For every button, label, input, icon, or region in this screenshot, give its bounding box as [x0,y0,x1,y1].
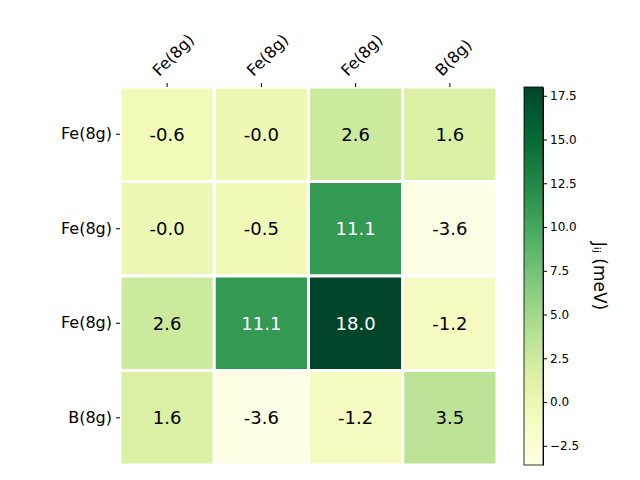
colorbar-tick: 17.5 [543,89,577,103]
cell [309,87,403,182]
colorbar-tick: 12.5 [543,177,577,191]
colorbar-tick: 15.0 [543,133,577,147]
colorbar-tick: 5.0 [543,308,569,322]
cell-label: 18.0 [336,313,376,334]
cell [309,371,403,466]
colorbar-tick-mark [543,96,547,97]
colorbar-tick-label: 2.5 [550,352,569,366]
cell [120,182,214,277]
cell-label: 11.1 [336,218,376,239]
colorbar-tick-mark [543,315,547,316]
y-tick: Fe(8g) [61,313,120,332]
y-tick: B(8g) [68,408,120,427]
cell-label: -3.6 [432,218,467,239]
colorbar-tick: −2.5 [543,439,579,453]
cell [403,276,497,371]
x-tick-label: Fe(8g) [243,30,292,79]
y-tick: Fe(8g) [61,124,120,143]
colorbar [524,87,543,465]
colorbar-tick-mark [543,227,547,228]
cell-labels: -0.6 -0.0 2.6 1.6 -0.0 -0.5 11.1 -3.6 2.6 11.1 18.… [150,124,468,429]
y-tick-mark [116,323,120,324]
cell-label: 1.6 [153,407,182,428]
x-tick: B(8g) [431,35,475,87]
x-tick-label: Fe(8g) [149,30,198,79]
cell-label: 3.5 [436,407,465,428]
x-axis: Fe(8g) Fe(8g) Fe(8g) B(8g) [149,30,476,87]
cell [403,87,497,182]
cell-label: -0.0 [150,218,185,239]
colorbar-tick-label: 12.5 [550,177,577,191]
colorbar-tick-mark [543,140,547,141]
cell-label: -0.6 [150,124,185,145]
cells [120,87,497,465]
cell-label: 1.6 [436,124,465,145]
cell [120,276,214,371]
cell [120,87,214,182]
y-tick-label: Fe(8g) [61,124,112,143]
colorbar-tick-mark [543,402,547,403]
x-tick: Fe(8g) [243,30,292,87]
x-tick-mark [449,83,450,87]
x-tick-mark [261,83,262,87]
y-tick-mark [116,228,120,229]
cell-label: 2.6 [341,124,370,145]
colorbar-tick-label: 15.0 [550,133,577,147]
x-tick-mark [355,83,356,87]
cell [403,182,497,277]
colorbar-tick-label: 10.0 [550,220,577,234]
colorbar-tick: 2.5 [543,352,569,366]
y-tick-label: Fe(8g) [61,313,112,332]
colorbar-axis: −2.5 0.0 2.5 5.0 7.5 10.0 12.5 15.0 17.5 [543,88,579,466]
colorbar-tick-mark [543,358,547,359]
cell-label: -3.6 [244,407,279,428]
y-axis: Fe(8g) Fe(8g) Fe(8g) B(8g) [61,124,120,427]
cell [214,182,308,277]
y-tick-mark [116,417,120,418]
colorbar-tick-mark [543,183,547,184]
cell-label: -1.2 [338,407,373,428]
x-tick: Fe(8g) [337,30,386,87]
colorbar-tick-label: 0.0 [550,395,569,409]
cell-label: -0.0 [244,124,279,145]
cell [214,87,308,182]
y-tick-label: Fe(8g) [61,219,112,238]
colorbar-tick-mark [543,271,547,272]
colorbar-tick-label: 7.5 [550,264,569,278]
cell-label: 2.6 [153,313,182,334]
x-tick-label: B(8g) [431,35,475,79]
cell [309,276,403,371]
x-tick: Fe(8g) [149,30,198,87]
x-tick-label: Fe(8g) [337,30,386,79]
y-tick: Fe(8g) [61,219,120,238]
colorbar-tick-label: −2.5 [550,439,579,453]
cell [403,371,497,466]
cell [214,371,308,466]
colorbar-tick-label: 5.0 [550,308,569,322]
colorbar-label: Jᵢⱼ (meV) [590,241,610,310]
cell [309,182,403,277]
colorbar-tick: 0.0 [543,395,569,409]
colorbar-tick: 7.5 [543,264,569,278]
colorbar-axis-line [543,88,544,466]
cell-label: -1.2 [432,313,467,334]
colorbar-tick-label: 17.5 [550,89,577,103]
cell-label: -0.5 [244,218,279,239]
colorbar-tick-mark [543,446,547,447]
y-tick-mark [116,134,120,135]
cell [214,276,308,371]
y-tick-label: B(8g) [68,408,112,427]
cell [120,371,214,466]
colorbar-tick: 10.0 [543,220,577,234]
x-tick-mark [167,83,168,87]
cell-label: 11.1 [241,313,281,334]
chart: -0.6 -0.0 2.6 1.6 -0.0 -0.5 11.1 -3.6 2.6 11.1 18.… [0,0,640,480]
